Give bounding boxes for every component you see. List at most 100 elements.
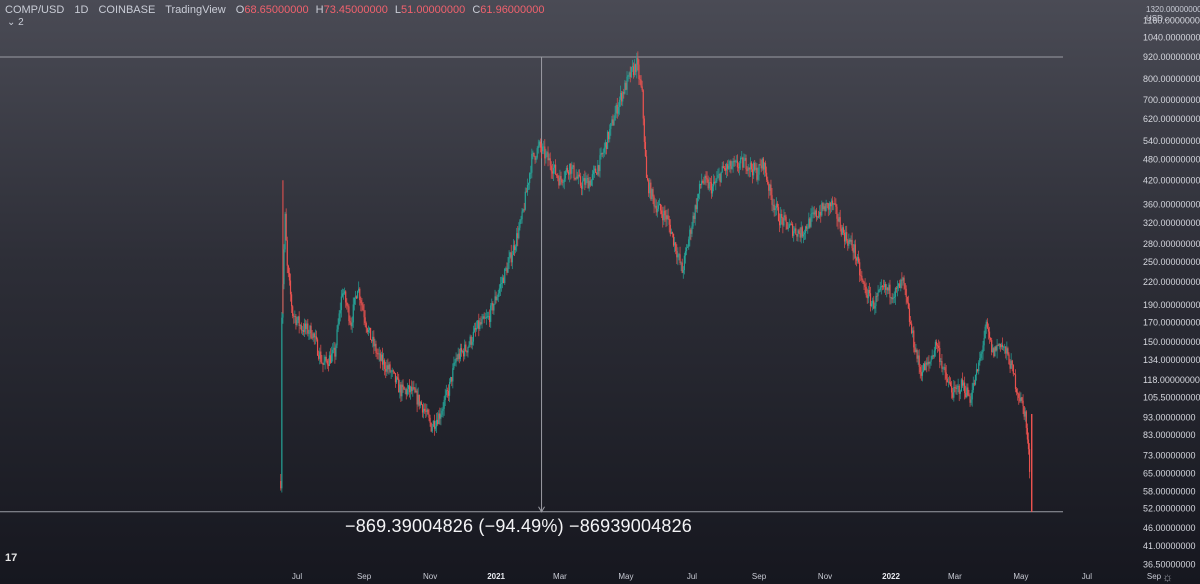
candle-body (380, 354, 383, 361)
candle-body (988, 331, 991, 338)
candle-body (281, 317, 283, 489)
candle-body (695, 205, 697, 210)
candle-body (948, 381, 951, 383)
candle-body (543, 146, 545, 148)
currency-label[interactable]: USD⌄ (1146, 14, 1170, 23)
candle-body (638, 64, 640, 80)
candle-body (718, 174, 720, 176)
candle-body (550, 165, 552, 172)
candle-body (869, 293, 872, 307)
candle-body (826, 203, 828, 204)
indicator-toggle[interactable]: ⌄ 2 (7, 17, 24, 28)
candle-body (919, 366, 921, 373)
candle-body (860, 275, 862, 277)
candle-body (870, 303, 873, 307)
x-tick-label: Jul (292, 572, 302, 581)
candle-body (837, 218, 839, 222)
interval-label[interactable]: 1D (74, 4, 89, 16)
candle-body (280, 481, 282, 489)
y-tick-label: 1040.00000000 (1143, 33, 1200, 43)
candle-body (966, 387, 968, 397)
candle-body (965, 392, 967, 397)
candle-body (683, 255, 685, 271)
candle-body (513, 245, 516, 250)
y-tick-label: 73.00000000 (1143, 450, 1196, 460)
candle-body (810, 214, 812, 227)
candle-body (809, 218, 811, 227)
candle-body (916, 349, 918, 359)
candle-body (367, 329, 370, 333)
candle-body (918, 355, 920, 367)
candle-body (540, 147, 543, 152)
y-tick-label: 420.00000000 (1143, 175, 1200, 185)
candle-body (998, 343, 1000, 346)
candle-body (901, 279, 903, 281)
candle-body (973, 383, 975, 385)
candle-body (476, 328, 478, 330)
candle-body (946, 378, 948, 383)
candle-body (712, 181, 715, 187)
candle-body (420, 402, 423, 405)
currency-selector[interactable]: 1320.00000000 USD⌄ (1146, 5, 1200, 23)
candle-body (952, 392, 954, 398)
candle-body (741, 157, 743, 159)
candle-body (440, 414, 442, 419)
candle-body (962, 382, 965, 386)
candle-body (545, 153, 547, 159)
symbol-label[interactable]: COMP/USD (5, 4, 65, 16)
candle-body (451, 377, 453, 382)
candle-body (829, 203, 832, 207)
candle-body (1017, 392, 1019, 394)
candle-body (505, 268, 507, 270)
candle-body (972, 383, 974, 390)
candle-body (402, 384, 404, 388)
candle-body (360, 300, 362, 304)
candle-body (991, 340, 993, 352)
candle-body (908, 308, 911, 322)
y-tick-label: 220.00000000 (1143, 277, 1200, 287)
candle-body (570, 163, 572, 174)
candle-body (687, 246, 689, 248)
candle-body (397, 377, 399, 379)
candle-body (588, 180, 590, 189)
candle-body (924, 363, 926, 371)
candle-body (628, 72, 630, 76)
candle-body (920, 372, 922, 376)
tradingview-logo[interactable]: 17 (5, 552, 18, 564)
candle-body (510, 252, 512, 263)
candle-body (938, 345, 940, 348)
y-tick-label: 190.00000000 (1143, 300, 1200, 310)
candle-body (542, 146, 544, 152)
candle-body (471, 341, 473, 345)
candle-body (849, 239, 851, 242)
candle-body (605, 142, 608, 150)
y-tick-label: 118.00000000 (1143, 375, 1200, 385)
candle-body (432, 421, 434, 427)
candle-body (979, 358, 981, 363)
candle-body (690, 229, 692, 234)
candle-body (736, 160, 739, 168)
y-tick-label: 800.00000000 (1143, 74, 1200, 84)
candle-body (795, 228, 797, 235)
candle-body (721, 166, 723, 172)
candle-body (362, 305, 364, 311)
candle-body (346, 302, 348, 306)
candle-body (921, 371, 924, 376)
candle-body (614, 113, 616, 121)
candle-body (866, 295, 868, 299)
candle-body (525, 191, 527, 193)
candle-body (648, 180, 650, 194)
candle-body (723, 168, 726, 169)
candle-body (617, 106, 619, 114)
candle-body (584, 178, 586, 185)
candle-body (947, 381, 950, 383)
x-tick-label: May (618, 572, 633, 581)
candle-body (815, 210, 817, 218)
candle-body (922, 363, 925, 372)
candle-body (493, 304, 495, 311)
candle-body (466, 350, 468, 353)
candle-body (993, 348, 995, 357)
settings-gear-icon[interactable]: ☼ (1162, 570, 1173, 584)
candle-body (637, 57, 639, 65)
